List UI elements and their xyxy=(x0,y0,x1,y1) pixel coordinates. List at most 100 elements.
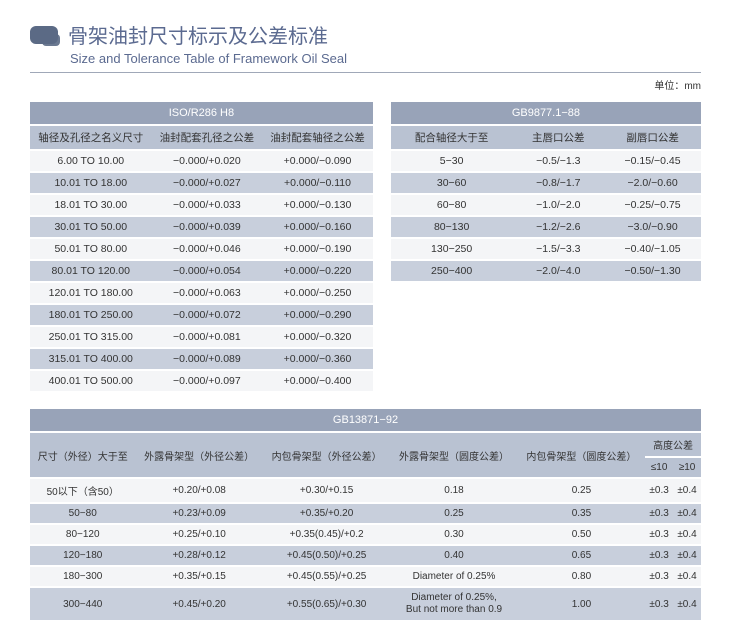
cell: +0.45/+0.20 xyxy=(135,588,262,620)
cell: 30.01 TO 50.00 xyxy=(30,217,152,237)
cell: −0.000/+0.033 xyxy=(152,195,263,215)
cell: 315.01 TO 400.00 xyxy=(30,349,152,369)
table-row: 180.01 TO 250.00−0.000/+0.072+0.000/−0.2… xyxy=(30,305,373,325)
cell: −0.000/+0.046 xyxy=(152,239,263,259)
cell: 30−60 xyxy=(391,173,513,193)
table-gb13871: GB13871−92 尺寸（外径）大于至 外露骨架型（外径公差） 内包骨架型（外… xyxy=(30,407,701,622)
cell: ±0.3 xyxy=(645,479,673,502)
cell: +0.20/+0.08 xyxy=(135,479,262,502)
divider xyxy=(30,72,701,73)
page-title-en: Size and Tolerance Table of Framework Oi… xyxy=(70,51,701,66)
cell: +0.000/−0.110 xyxy=(262,173,373,193)
cell: ±0.4 xyxy=(673,525,701,544)
cell: +0.30/+0.15 xyxy=(263,479,390,502)
cell: +0.000/−0.190 xyxy=(262,239,373,259)
cell: −0.50/−1.30 xyxy=(604,261,701,281)
cell: 0.80 xyxy=(518,567,645,586)
logo-icon xyxy=(30,26,58,44)
cell: 120−180 xyxy=(30,546,135,565)
cell: −0.15/−0.45 xyxy=(604,151,701,171)
cell: 0.65 xyxy=(518,546,645,565)
cell: 18.01 TO 30.00 xyxy=(30,195,152,215)
table-row: 80−130−1.2/−2.6−3.0/−0.90 xyxy=(391,217,701,237)
cell: 0.18 xyxy=(390,479,517,502)
cell: −0.000/+0.072 xyxy=(152,305,263,325)
table-row: 120.01 TO 180.00−0.000/+0.063+0.000/−0.2… xyxy=(30,283,373,303)
table-row: 50.01 TO 80.00−0.000/+0.046+0.000/−0.190 xyxy=(30,239,373,259)
cell: +0.000/−0.220 xyxy=(262,261,373,281)
cell: +0.000/−0.400 xyxy=(262,371,373,391)
cell: 0.25 xyxy=(390,504,517,523)
cell: −2.0/−0.60 xyxy=(604,173,701,193)
cell: +0.25/+0.10 xyxy=(135,525,262,544)
cell: ±0.4 xyxy=(673,546,701,565)
cell: 0.30 xyxy=(390,525,517,544)
cell: 120.01 TO 180.00 xyxy=(30,283,152,303)
table-gb9877: GB9877.1−88 配合轴径大于至 主唇口公差 副唇口公差 5−30−0.5… xyxy=(391,100,701,283)
table-iso-title: ISO/R286 H8 xyxy=(30,102,373,124)
cell: 0.50 xyxy=(518,525,645,544)
cell: +0.28/+0.12 xyxy=(135,546,262,565)
cell: 80−130 xyxy=(391,217,513,237)
cell: 80.01 TO 120.00 xyxy=(30,261,152,281)
cell: ±0.4 xyxy=(673,567,701,586)
table-row: 50以下（含50）+0.20/+0.08+0.30/+0.150.180.25±… xyxy=(30,479,701,502)
cell: 130−250 xyxy=(391,239,513,259)
table-row: 300−440+0.45/+0.20+0.55(0.65)/+0.30Diame… xyxy=(30,588,701,620)
table-iso: ISO/R286 H8 轴径及孔径之名义尺寸 油封配套孔径之公差 油封配套轴径之… xyxy=(30,100,373,393)
cell: 250.01 TO 315.00 xyxy=(30,327,152,347)
cell: 0.40 xyxy=(390,546,517,565)
cell: ±0.3 xyxy=(645,504,673,523)
cell: 60−80 xyxy=(391,195,513,215)
cell: −1.2/−2.6 xyxy=(512,217,604,237)
cell: +0.55(0.65)/+0.30 xyxy=(263,588,390,620)
cell: +0.000/−0.320 xyxy=(262,327,373,347)
cell: −1.5/−3.3 xyxy=(512,239,604,259)
cell: −0.000/+0.089 xyxy=(152,349,263,369)
table-row: 315.01 TO 400.00−0.000/+0.089+0.000/−0.3… xyxy=(30,349,373,369)
cell: 5−30 xyxy=(391,151,513,171)
table-row: 10.01 TO 18.00−0.000/+0.027+0.000/−0.110 xyxy=(30,173,373,193)
cell: +0.23/+0.09 xyxy=(135,504,262,523)
cell: 50以下（含50） xyxy=(30,479,135,502)
cell: 0.35 xyxy=(518,504,645,523)
table-row: 180−300+0.35/+0.15+0.45(0.55)/+0.25Diame… xyxy=(30,567,701,586)
cell: +0.000/−0.160 xyxy=(262,217,373,237)
cell: 0.25 xyxy=(518,479,645,502)
cell: Diameter of 0.25%,But not more than 0.9 xyxy=(390,588,517,620)
table-gb9877-title: GB9877.1−88 xyxy=(391,102,701,124)
cell: −0.5/−1.3 xyxy=(512,151,604,171)
table-row: 18.01 TO 30.00−0.000/+0.033+0.000/−0.130 xyxy=(30,195,373,215)
table-row: 5−30−0.5/−1.3−0.15/−0.45 xyxy=(391,151,701,171)
cell: +0.35/+0.20 xyxy=(263,504,390,523)
table-gb9877-head: 配合轴径大于至 主唇口公差 副唇口公差 xyxy=(391,126,701,149)
cell: −0.000/+0.020 xyxy=(152,151,263,171)
page-title-cn: 骨架油封尺寸标示及公差标准 xyxy=(68,20,328,49)
cell: −0.25/−0.75 xyxy=(604,195,701,215)
table-row: 250−400−2.0/−4.0−0.50/−1.30 xyxy=(391,261,701,281)
cell: 180−300 xyxy=(30,567,135,586)
table-row: 60−80−1.0/−2.0−0.25/−0.75 xyxy=(391,195,701,215)
cell: +0.000/−0.130 xyxy=(262,195,373,215)
table-row: 130−250−1.5/−3.3−0.40/−1.05 xyxy=(391,239,701,259)
table-gb13871-head-top: 尺寸（外径）大于至 外露骨架型（外径公差） 内包骨架型（外径公差） 外露骨架型（… xyxy=(30,433,701,456)
table-row: 120−180+0.28/+0.12+0.45(0.50)/+0.250.400… xyxy=(30,546,701,565)
table-row: 30−60−0.8/−1.7−2.0/−0.60 xyxy=(391,173,701,193)
cell: −0.000/+0.063 xyxy=(152,283,263,303)
cell: ±0.3 xyxy=(645,525,673,544)
cell: −2.0/−4.0 xyxy=(512,261,604,281)
table-iso-head: 轴径及孔径之名义尺寸 油封配套孔径之公差 油封配套轴径之公差 xyxy=(30,126,373,149)
cell: 50.01 TO 80.00 xyxy=(30,239,152,259)
table-gb13871-title: GB13871−92 xyxy=(30,409,701,431)
cell: 180.01 TO 250.00 xyxy=(30,305,152,325)
unit-label: 单位：mm xyxy=(30,77,701,92)
cell: 50−80 xyxy=(30,504,135,523)
cell: ±0.4 xyxy=(673,479,701,502)
cell: 10.01 TO 18.00 xyxy=(30,173,152,193)
cell: +0.000/−0.360 xyxy=(262,349,373,369)
cell: −0.000/+0.081 xyxy=(152,327,263,347)
cell: +0.45(0.55)/+0.25 xyxy=(263,567,390,586)
cell: −0.40/−1.05 xyxy=(604,239,701,259)
cell: +0.000/−0.090 xyxy=(262,151,373,171)
cell: ±0.4 xyxy=(673,588,701,620)
